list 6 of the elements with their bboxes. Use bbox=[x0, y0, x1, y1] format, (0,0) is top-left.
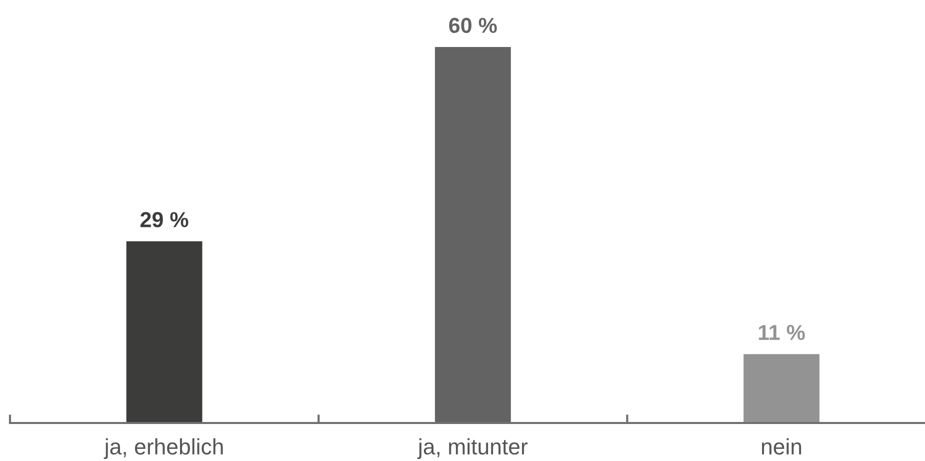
data-label: 60 % bbox=[449, 18, 497, 34]
x-tick-label: ja, erheblich bbox=[104, 438, 223, 459]
x-tick-label: nein bbox=[762, 438, 802, 455]
data-label: 11 % bbox=[758, 324, 805, 340]
x-tick-label: ja, mitunter bbox=[417, 438, 528, 459]
data-label: 29 % bbox=[140, 212, 188, 228]
